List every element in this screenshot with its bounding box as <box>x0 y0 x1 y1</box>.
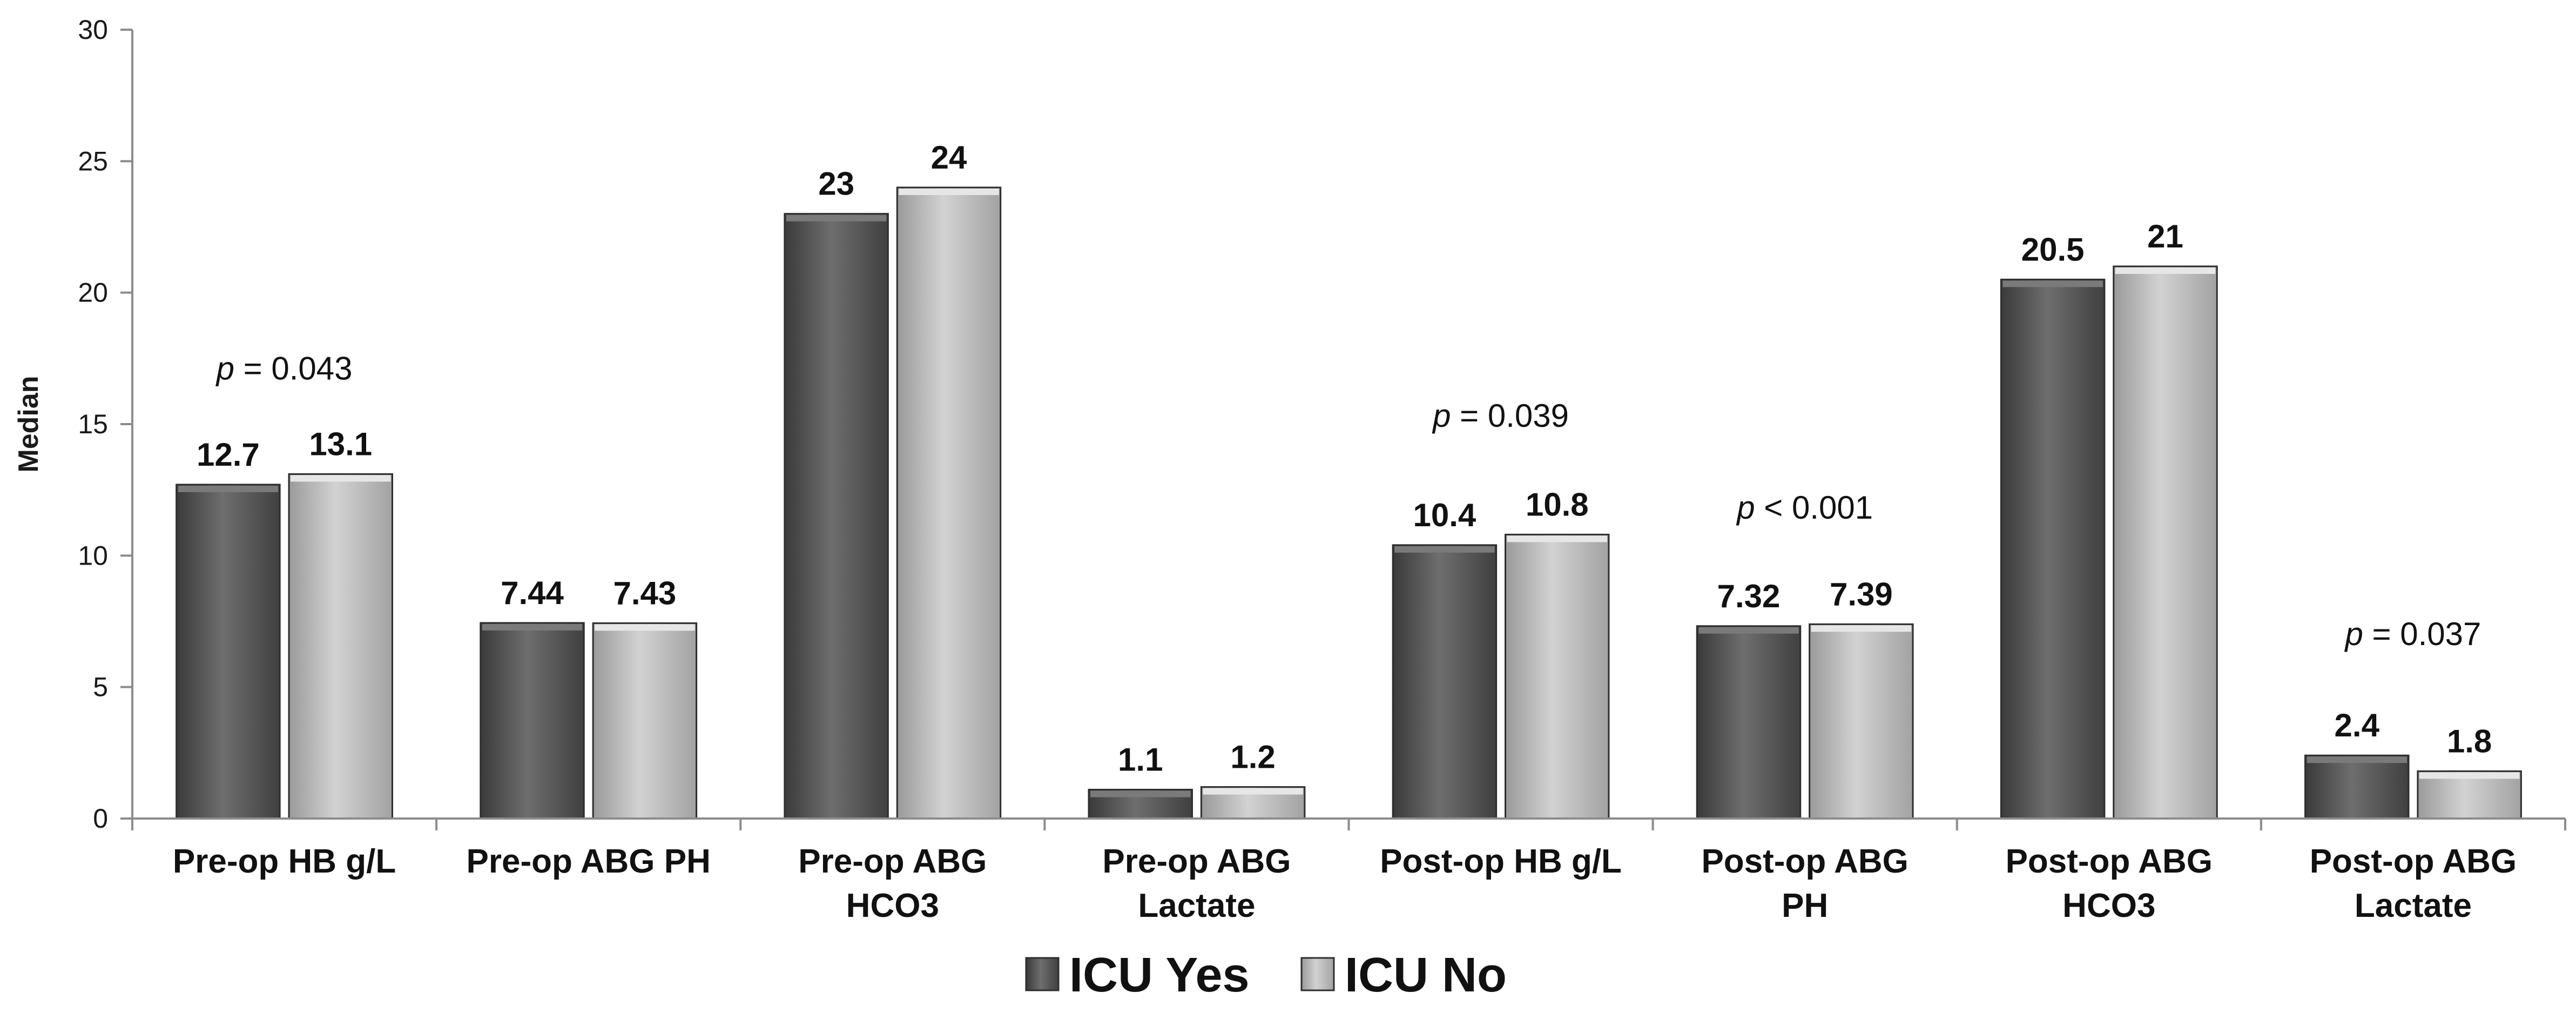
data-label: 23 <box>818 166 854 202</box>
category-label: Pre-op HB g/L <box>173 843 396 880</box>
data-label: 7.39 <box>1830 576 1893 612</box>
bar-top-highlight <box>899 189 999 195</box>
data-label: 20.5 <box>2021 231 2085 267</box>
legend-label: ICU No <box>1345 948 1507 1002</box>
p-value-annotation: p = 0.037 <box>2344 616 2481 652</box>
legend-swatch <box>1300 957 1335 991</box>
bar-top-highlight <box>1507 535 1607 542</box>
bar-icu-yes <box>2304 754 2410 820</box>
bar-icu-no <box>2113 265 2218 820</box>
bars <box>176 186 2522 820</box>
data-label: 1.8 <box>2447 723 2492 759</box>
x-axis: Pre-op HB g/L Pre-op ABG PH Pre-op ABG HCO3… <box>131 817 2566 924</box>
data-label: 10.8 <box>1526 486 1589 522</box>
bar-top-highlight <box>1203 788 1303 795</box>
data-label: 7.43 <box>613 575 676 611</box>
y-tick-label: 30 <box>78 15 108 45</box>
category-label: Post-op HB g/L <box>1380 843 1622 880</box>
category-label: Pre-op ABG Lactate <box>1102 843 1291 924</box>
data-label: 1.2 <box>1230 739 1275 775</box>
bar-top-highlight <box>595 624 695 631</box>
bar-icu-no <box>1505 533 1610 820</box>
category-label: Post-op ABG PH <box>1701 843 1908 924</box>
y-tick-label: 20 <box>78 278 108 308</box>
bar-icu-no <box>2417 770 2522 820</box>
data-label: 7.32 <box>1717 578 1781 614</box>
p-value-annotation: p = 0.039 <box>1432 398 1569 434</box>
data-label: 21 <box>2147 218 2183 254</box>
y-tick-label: 5 <box>93 672 108 702</box>
bar-icu-yes <box>784 213 889 820</box>
bar-icu-no <box>896 186 1002 820</box>
bar-icu-no <box>288 473 393 820</box>
data-label: 1.1 <box>1118 741 1163 777</box>
bar-icu-yes <box>176 484 281 820</box>
bar-top-highlight <box>786 214 887 222</box>
category-label: Post-op ABG Lactate <box>2310 843 2517 924</box>
data-label: 10.4 <box>1413 497 1476 533</box>
legend-label: ICU Yes <box>1069 948 1250 1002</box>
y-tick-label: 10 <box>78 540 108 571</box>
bar-top-highlight <box>291 475 391 482</box>
p-value-annotation: p = 0.043 <box>215 350 353 386</box>
bar-icu-no <box>1809 623 1914 820</box>
bar-top-highlight <box>482 623 583 631</box>
category-label: Post-op ABG HCO3 <box>2006 843 2213 924</box>
bar-icu-yes <box>1696 625 1802 820</box>
bar-top-highlight <box>1394 546 1495 553</box>
y-axis-title: Median <box>13 375 44 472</box>
data-label: 7.44 <box>501 575 564 611</box>
bar-icu-yes <box>2000 278 2106 820</box>
legend-swatch <box>1025 957 1060 991</box>
bar-top-highlight <box>2419 772 2520 779</box>
bar-top-highlight <box>2115 267 2216 274</box>
p-value-annotation: p < 0.001 <box>1736 489 1873 526</box>
legend: ICU Yes ICU No <box>1025 948 1507 1002</box>
data-label: 12.7 <box>197 437 260 473</box>
bar-top-highlight <box>1090 790 1191 797</box>
bar-icu-no <box>592 622 698 820</box>
bar-top-highlight <box>1698 627 1799 634</box>
data-label: 24 <box>931 139 967 176</box>
bar-icu-yes <box>1392 544 1498 820</box>
y-tick-label: 15 <box>78 409 108 439</box>
bar-icu-yes <box>480 622 585 820</box>
p-value-annotations: p = 0.043 p = 0.039 p < 0.001 p = 0.037 <box>215 350 2481 652</box>
data-label: 13.1 <box>309 426 372 462</box>
y-tick-label: 25 <box>78 146 108 176</box>
category-label: Pre-op ABG HCO3 <box>798 843 987 924</box>
y-tick-label: 0 <box>93 803 108 834</box>
y-axis: 0 5 10 15 20 25 30 <box>78 15 133 834</box>
bar-top-highlight <box>178 485 279 492</box>
category-label: Pre-op ABG PH <box>466 843 710 880</box>
bar-top-highlight <box>2307 756 2407 763</box>
bar-top-highlight <box>1811 625 1912 632</box>
data-labels: 12.7 7.44 23 1.1 10.4 7.32 20.5 2.4 13.1 7.43 24 1.… <box>197 139 2492 777</box>
bar-top-highlight <box>2002 280 2103 287</box>
data-label: 2.4 <box>2335 707 2380 743</box>
